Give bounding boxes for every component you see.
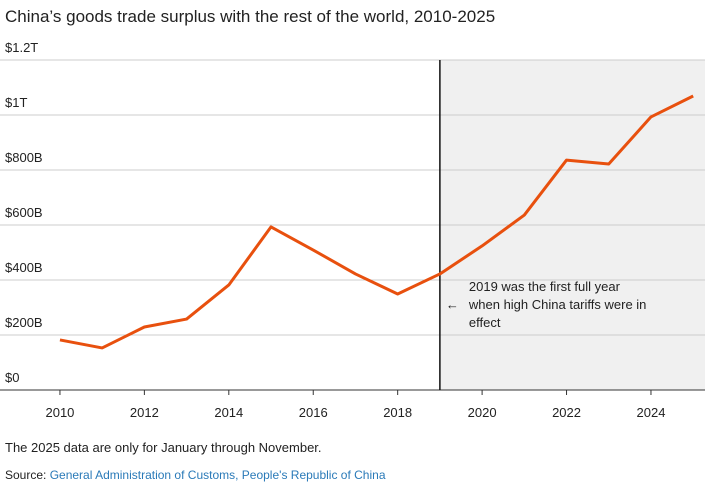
- chart-title: China’s goods trade surplus with the res…: [5, 7, 495, 26]
- x-tick-label: 2020: [468, 405, 497, 420]
- annotation-arrow: ←: [446, 297, 459, 312]
- note: The 2025 data are only for January throu…: [5, 440, 322, 455]
- source-label: Source:: [5, 468, 46, 482]
- annotation-line: when high China tariffs were in: [468, 297, 647, 312]
- x-tick-label: 2012: [130, 405, 159, 420]
- x-tick-label: 2014: [214, 405, 243, 420]
- source-link[interactable]: General Administration of Customs, Peopl…: [50, 468, 386, 482]
- x-tick-label: 2016: [299, 405, 328, 420]
- annotation-line: effect: [469, 315, 501, 330]
- y-tick-label: $200B: [5, 315, 43, 330]
- y-tick-label: $1.2T: [5, 40, 38, 55]
- annotation-line: 2019 was the first full year: [469, 279, 621, 294]
- x-tick-label: 2022: [552, 405, 581, 420]
- y-tick-label: $0: [5, 370, 19, 385]
- y-tick-label: $600B: [5, 205, 43, 220]
- annotation: ←: [446, 297, 459, 312]
- source: Source: General Administration of Custom…: [5, 468, 386, 482]
- x-tick-label: 2010: [45, 405, 74, 420]
- y-tick-label: $400B: [5, 260, 43, 275]
- data-line: [59, 94, 694, 350]
- x-tick-label: 2018: [383, 405, 412, 420]
- y-tick-label: $1T: [5, 95, 27, 110]
- y-tick-label: $800B: [5, 150, 43, 165]
- x-tick-label: 2024: [637, 405, 666, 420]
